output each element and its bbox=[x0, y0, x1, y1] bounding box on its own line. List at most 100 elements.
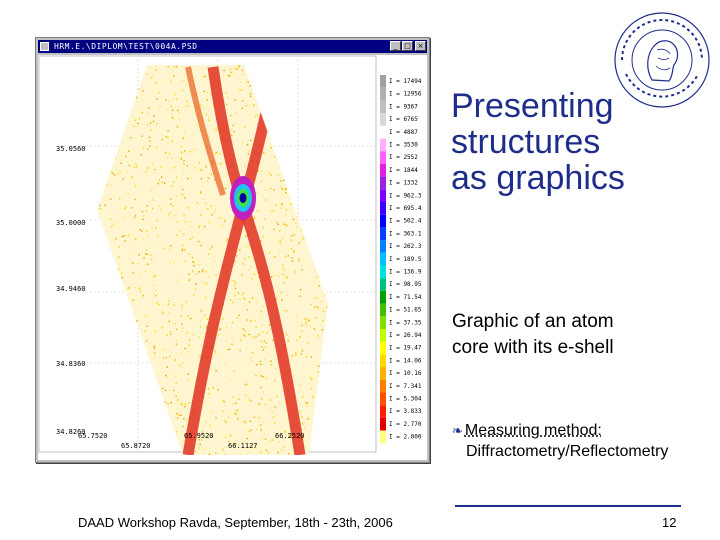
speckle bbox=[285, 294, 288, 296]
speckle bbox=[318, 285, 320, 287]
speckle bbox=[175, 395, 177, 397]
color-legend: I = 17494 I = 12956 I = 9367 I = 6765 I = 48… bbox=[380, 75, 422, 444]
speckle bbox=[244, 421, 247, 424]
speckle bbox=[299, 127, 301, 129]
speckle bbox=[94, 154, 95, 155]
speckle bbox=[140, 421, 143, 423]
speckle bbox=[190, 177, 192, 179]
speckle bbox=[318, 125, 321, 127]
speckle bbox=[111, 411, 113, 413]
y-tick-label: 35.0560 bbox=[56, 145, 86, 153]
speckle bbox=[205, 296, 207, 299]
speckle bbox=[187, 351, 189, 353]
speckle bbox=[154, 444, 156, 447]
speckle bbox=[130, 431, 132, 434]
speckle bbox=[118, 197, 121, 200]
speckle bbox=[286, 277, 288, 279]
speckle bbox=[262, 305, 264, 307]
speckle bbox=[202, 269, 204, 271]
speckle bbox=[134, 119, 136, 121]
speckle bbox=[302, 396, 304, 398]
speckle bbox=[95, 96, 96, 97]
speckle bbox=[184, 150, 186, 152]
speckle bbox=[115, 94, 117, 97]
speckle bbox=[99, 424, 101, 426]
speckle bbox=[224, 454, 226, 455]
speckle bbox=[285, 208, 288, 211]
speckle bbox=[251, 278, 253, 280]
speckle bbox=[214, 260, 216, 262]
speckle bbox=[148, 140, 151, 142]
speckle bbox=[289, 184, 291, 186]
speckle bbox=[134, 364, 136, 366]
speckle bbox=[248, 430, 250, 433]
speckle bbox=[299, 166, 302, 168]
speckle bbox=[313, 425, 315, 427]
speckle bbox=[168, 214, 170, 216]
speckle bbox=[245, 105, 248, 107]
app-icon[interactable] bbox=[40, 42, 49, 51]
speckle bbox=[170, 333, 172, 335]
speckle bbox=[276, 132, 278, 134]
speckle bbox=[331, 287, 332, 288]
legend-label: I = 3.833 bbox=[389, 408, 422, 415]
window-titlebar[interactable]: HRM.E.\DIPLOM\TEST\004A.PSD _ □ × bbox=[38, 40, 427, 53]
speckle bbox=[168, 100, 170, 103]
speckle bbox=[233, 284, 236, 286]
speckle bbox=[288, 453, 290, 455]
speckle bbox=[296, 152, 298, 154]
speckle bbox=[188, 279, 190, 281]
legend-swatch bbox=[380, 252, 386, 266]
speckle bbox=[333, 129, 334, 130]
speckle bbox=[113, 174, 116, 176]
speckle bbox=[167, 65, 169, 68]
speckle bbox=[314, 184, 316, 186]
speckle bbox=[201, 431, 204, 433]
maximize-button[interactable]: □ bbox=[402, 41, 413, 51]
speckle bbox=[119, 378, 121, 380]
speckle bbox=[298, 260, 301, 263]
speckle bbox=[169, 262, 171, 264]
speckle bbox=[99, 189, 101, 191]
speckle bbox=[289, 99, 291, 101]
speckle bbox=[200, 244, 202, 247]
speckle bbox=[205, 421, 207, 424]
core-center bbox=[239, 193, 247, 203]
speckle bbox=[138, 88, 140, 90]
speckle bbox=[321, 388, 323, 391]
speckle bbox=[145, 340, 148, 342]
speckle bbox=[269, 65, 271, 66]
speckle bbox=[169, 419, 171, 422]
legend-label: I = 6765 bbox=[389, 116, 418, 123]
speckle bbox=[120, 382, 122, 385]
speckle bbox=[300, 75, 303, 77]
speckle bbox=[248, 301, 251, 303]
speckle bbox=[282, 264, 284, 266]
minimize-button[interactable]: _ bbox=[390, 41, 401, 51]
speckle bbox=[184, 406, 186, 408]
speckle bbox=[122, 390, 125, 392]
speckle bbox=[200, 309, 202, 312]
legend-label: I = 1332 bbox=[389, 180, 418, 187]
speckle bbox=[206, 92, 208, 94]
speckle bbox=[262, 235, 264, 238]
speckle bbox=[332, 312, 333, 313]
speckle bbox=[239, 453, 241, 455]
close-button[interactable]: × bbox=[415, 41, 426, 51]
speckle bbox=[273, 189, 275, 191]
speckle bbox=[314, 270, 316, 272]
speckle bbox=[139, 229, 141, 231]
speckle bbox=[136, 320, 138, 322]
speckle bbox=[134, 411, 136, 414]
speckle bbox=[274, 367, 277, 370]
speckle bbox=[132, 262, 134, 264]
speckle bbox=[317, 181, 319, 183]
speckle bbox=[97, 369, 99, 371]
speckle bbox=[327, 151, 328, 153]
speckle bbox=[260, 78, 262, 80]
speckle bbox=[319, 273, 321, 275]
speckle bbox=[125, 155, 127, 158]
speckle bbox=[326, 247, 328, 250]
speckle bbox=[249, 93, 252, 95]
legend-swatch bbox=[380, 100, 386, 114]
